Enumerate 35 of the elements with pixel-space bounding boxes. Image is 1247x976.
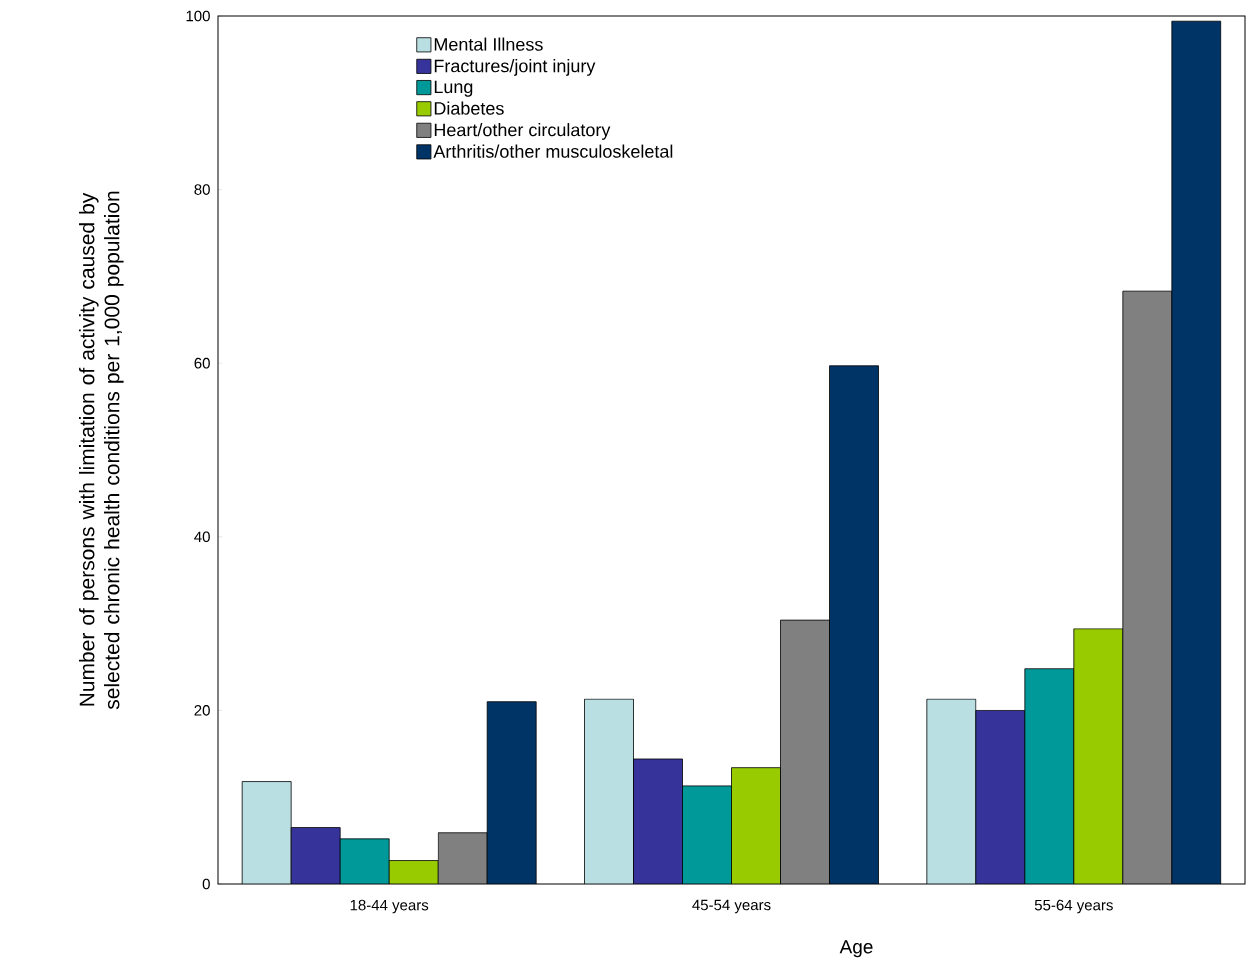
x-tick-label: 18-44 years [350,899,429,914]
legend-label: Arthritis/other musculoskeletal [433,144,673,158]
bar [731,767,781,884]
legend-label: Fractures/joint injury [434,59,596,76]
bar [780,620,830,884]
bar [437,832,488,884]
bar [682,785,732,884]
y-tick-label: 0 [202,878,210,890]
bar [339,838,390,884]
legend-label: Mental Illness [434,37,543,51]
y-tick-label: 80 [194,184,210,195]
y-tick-label: 100 [186,10,210,22]
bar [926,698,977,884]
bar [584,699,634,884]
bar [1024,668,1075,884]
bar [829,365,879,884]
y-tick-label: 60 [194,357,210,369]
bar [241,781,292,884]
legend-label: Heart/other circulatory [434,123,611,140]
x-axis-title: Age [839,940,873,958]
bar [1171,20,1222,884]
bar [290,827,341,884]
bar [633,758,683,884]
y-tick-label: 40 [194,531,210,543]
legend-label: Diabetes [434,101,504,115]
x-tick-label: 55-64 years [1034,899,1113,914]
bar [486,701,537,884]
bar [975,709,1026,884]
x-tick-label: 45-54 years [692,899,771,914]
bar [1073,628,1124,884]
y-tick-label: 20 [194,705,210,716]
legend-label: Lung [434,80,473,97]
bar [1122,290,1173,884]
bar [388,860,439,884]
y-axis-title: Number of persons with limitation of activity caused by selected chronic health conditions per 1,000 population [79,191,124,710]
